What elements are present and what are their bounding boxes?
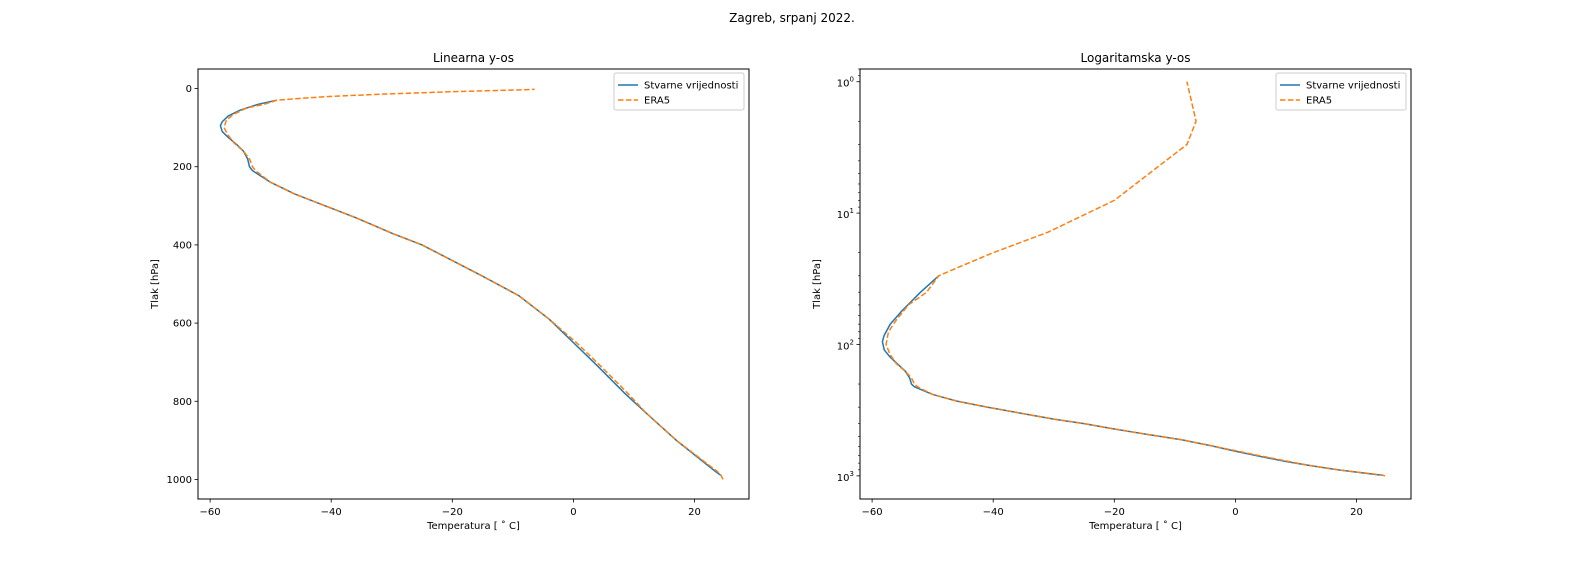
y-tick-label: 103 [837, 470, 854, 484]
x-tick-label: 20 [688, 507, 701, 518]
legend-label-stvarne-vrijednosti: Stvarne vrijednosti [1306, 81, 1400, 92]
legend-label-era5: ERA5 [1306, 96, 1332, 107]
legend-label-era5: ERA5 [644, 96, 670, 107]
figure-suptitle: Zagreb, srpanj 2022. [729, 11, 855, 25]
x-tick-label: −60 [862, 507, 883, 518]
axes-frame [197, 68, 750, 500]
x-tick-label: −20 [442, 507, 463, 518]
y-axis-label: Tlak [hPa] [812, 259, 823, 310]
panel-log: Logaritamska y-os −60 −40 −20 0 20 100 101 102 10… [812, 51, 1412, 532]
series-line-stvarne-vrijednosti [219, 99, 722, 477]
y-tick-label: 200 [173, 162, 192, 173]
y-tick-label: 400 [173, 240, 192, 251]
y-tick-label: 0 [186, 84, 192, 95]
y-tick-label: 102 [837, 338, 854, 352]
x-tick-label: 0 [570, 507, 576, 518]
x-tick-label: −20 [1104, 507, 1125, 518]
y-tick-label: 100 [837, 76, 854, 90]
series-line-era5 [885, 81, 1386, 477]
axes-frame [859, 68, 1412, 500]
y-tick-label: 600 [173, 319, 192, 330]
series-line-stvarne-vrijednosti [881, 275, 1384, 477]
legend-box [1275, 72, 1407, 111]
y-tick-label: 1000 [167, 475, 192, 486]
y-axis-label: Tlak [hPa] [150, 259, 161, 310]
series-line-era5 [223, 88, 724, 480]
y-tick-label: 101 [837, 207, 854, 221]
legend-box [613, 72, 745, 111]
panel-linear: Linearna y-os−60 −40 −20 0 20020040060080010… [150, 51, 750, 532]
x-tick-label: −40 [321, 507, 342, 518]
x-axis-label: Temperatura [ ˚ C] [426, 520, 520, 532]
y-tick-label: 800 [173, 397, 192, 408]
plot-title: Linearna y-os [433, 51, 514, 65]
x-tick-label: 0 [1232, 507, 1238, 518]
legend: Stvarne vrijednosti ERA5 [613, 72, 745, 111]
legend: Stvarne vrijednosti ERA5 [1275, 72, 1407, 111]
x-tick-label: 20 [1350, 507, 1363, 518]
x-axis-label: Temperatura [ ˚ C] [1088, 520, 1182, 532]
x-tick-label: −60 [200, 507, 221, 518]
legend-label-stvarne-vrijednosti: Stvarne vrijednosti [644, 81, 738, 92]
x-tick-label: −40 [983, 507, 1004, 518]
plot-title: Logaritamska y-os [1081, 51, 1191, 65]
